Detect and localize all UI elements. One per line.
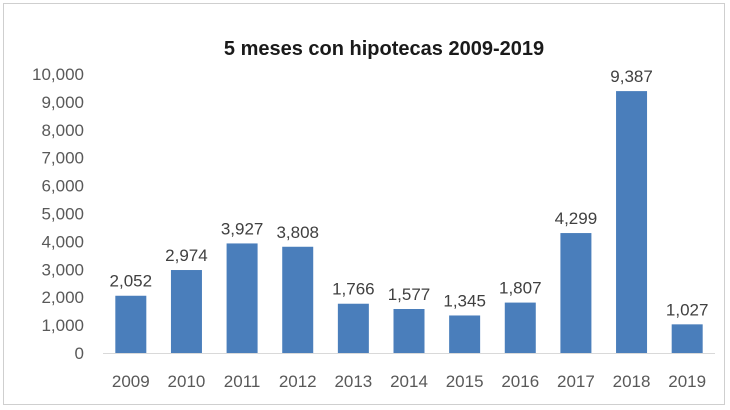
- x-tick-label: 2012: [279, 372, 317, 391]
- y-tick-label: 2,000: [41, 288, 84, 307]
- bar: [337, 303, 369, 353]
- bar: [671, 324, 703, 353]
- y-tick-label: 7,000: [41, 149, 84, 168]
- bar: [115, 295, 147, 353]
- x-tick-label: 2011: [224, 372, 261, 391]
- x-tick-label: 2018: [613, 372, 651, 391]
- data-label: 1,807: [499, 279, 542, 298]
- y-tick-label: 3,000: [41, 260, 84, 279]
- chart-title: 5 meses con hipotecas 2009-2019: [224, 38, 544, 60]
- x-tick-label: 2010: [168, 372, 206, 391]
- data-label: 2,052: [110, 272, 153, 291]
- y-tick-label: 1,000: [41, 316, 84, 335]
- y-tick-label: 8,000: [41, 121, 84, 140]
- bar: [393, 309, 425, 353]
- y-tick-label: 9,000: [41, 93, 84, 112]
- bar: [449, 315, 481, 353]
- x-axis: 2009 2010 2011 2012 2013 2014 2015 2016 2017 2018…: [112, 372, 706, 391]
- data-label: 9,387: [610, 67, 653, 86]
- y-tick-label: 6,000: [41, 177, 84, 196]
- y-tick-label: 10,000: [32, 65, 84, 84]
- y-axis: 0 1,000 2,000 3,000 4,000 5,000 6,000 7,000 8,00…: [32, 65, 715, 363]
- bar: [560, 233, 592, 353]
- x-tick-label: 2019: [668, 372, 706, 391]
- data-label: 3,808: [276, 223, 319, 242]
- y-tick-label: 5,000: [41, 205, 84, 224]
- data-label: 3,927: [221, 219, 264, 238]
- data-label: 4,299: [555, 209, 598, 228]
- y-tick-label: 0: [75, 344, 84, 363]
- bar: [616, 91, 648, 354]
- bar: [282, 246, 314, 353]
- data-label: 2,974: [165, 246, 208, 265]
- x-tick-label: 2013: [334, 372, 372, 391]
- data-labels: 2,052 2,974 3,927 3,808 1,766 1,577 1,345 1,807…: [110, 67, 709, 319]
- bar: [504, 302, 536, 353]
- data-label: 1,577: [388, 285, 431, 304]
- x-tick-label: 2015: [446, 372, 484, 391]
- data-label: 1,027: [666, 300, 709, 319]
- x-tick-label: 2014: [390, 372, 428, 391]
- x-tick-label: 2009: [112, 372, 150, 391]
- bars: [115, 91, 703, 354]
- x-tick-label: 2016: [501, 372, 539, 391]
- data-label: 1,345: [443, 291, 486, 310]
- bar: [226, 243, 258, 353]
- y-tick-label: 4,000: [41, 232, 84, 251]
- x-tick-label: 2017: [557, 372, 595, 391]
- data-label: 1,766: [332, 280, 375, 299]
- bar: [170, 270, 202, 353]
